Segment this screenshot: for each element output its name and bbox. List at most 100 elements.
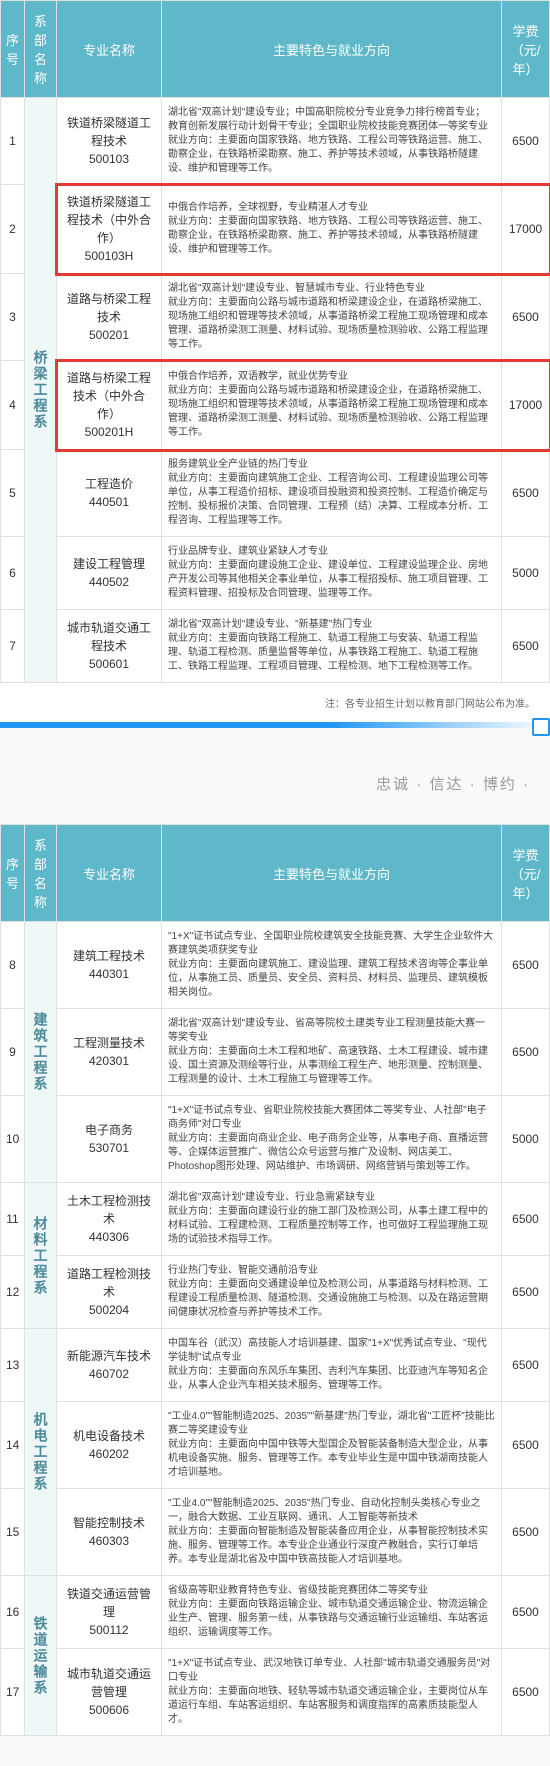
cell-major: 工程测量技术420301 <box>57 1009 162 1096</box>
table-row: 14 机电设备技术460202"工业4.0""智能制造2025、2035""新基建… <box>1 1402 550 1489</box>
table-row: 17 城市轨道交通运营管理500606"1+X"证书试点专业、武汉地铁订单专业、人… <box>1 1649 550 1736</box>
header-desc: 主要特色与就业方向 <box>162 1 502 98</box>
table-row: 4 道路与桥梁工程技术（中外合作）500201H中俄合作培养，双语教学，就业优势专… <box>1 361 550 450</box>
cell-idx: 2 <box>1 185 25 274</box>
cell-desc: 中俄合作培养，双语教学，就业优势专业就业方向：主要面向公路与城市道路和桥梁建设企… <box>162 361 502 450</box>
cell-fee: 6500 <box>502 274 550 361</box>
cell-idx: 14 <box>1 1402 25 1489</box>
cell-fee: 6500 <box>502 98 550 185</box>
cell-dept: 机电工程系 <box>25 1329 57 1576</box>
cell-major: 铁道交通运营管理500112 <box>57 1576 162 1649</box>
cell-major: 道路工程检测技术500204 <box>57 1256 162 1329</box>
header-major: 专业名称 <box>57 825 162 922</box>
table-row: 16铁道运输系铁道交通运营管理500112省级高等职业教育特色专业、省级技能竞赛… <box>1 1576 550 1649</box>
table-row: 8建筑工程系建筑工程技术440301"1+X"证书试点专业、全国职业院校建筑安全… <box>1 922 550 1009</box>
cell-dept: 桥梁工程系 <box>25 98 57 683</box>
cell-dept: 建筑工程系 <box>25 922 57 1183</box>
cell-major: 道路与桥梁工程技术500201 <box>57 274 162 361</box>
cell-desc: 湖北省"双高计划"建设专业、省高等院校土建类专业工程测量技能大赛一等奖专业就业方… <box>162 1009 502 1096</box>
cell-fee: 17000 <box>502 361 550 450</box>
cell-fee: 6500 <box>502 1489 550 1576</box>
cell-fee: 6500 <box>502 1576 550 1649</box>
cell-desc: 湖北省"双高计划"建设专业、智慧城市专业、行业特色专业就业方向：主要面向公路与城… <box>162 274 502 361</box>
cell-fee: 5000 <box>502 537 550 610</box>
cell-fee: 5000 <box>502 1096 550 1183</box>
table-row: 2 铁道桥梁隧道工程技术（中外合作）500103H中俄合作培养，全球视野，专业精湛… <box>1 185 550 274</box>
table-row: 1桥梁工程系铁道桥梁隧道工程技术500103湖北省"双高计划"建设专业；中国高职… <box>1 98 550 185</box>
header-desc: 主要特色与就业方向 <box>162 825 502 922</box>
header-fee: 学费（元/年） <box>502 1 550 98</box>
cell-major: 土木工程检测技术440306 <box>57 1183 162 1256</box>
cell-desc: 中国车谷（武汉）高技能人才培训基建、国家"1+X"优秀试点专业、"现代学徒制"试… <box>162 1329 502 1402</box>
cell-fee: 6500 <box>502 922 550 1009</box>
cell-major: 新能源汽车技术460702 <box>57 1329 162 1402</box>
cell-major: 铁道桥梁隧道工程技术500103 <box>57 98 162 185</box>
cell-fee: 6500 <box>502 1329 550 1402</box>
majors-table-1-wrap: 序号 系部名称 专业名称 主要特色与就业方向 学费（元/年） 1桥梁工程系铁道桥… <box>0 0 550 683</box>
divider-bar <box>0 722 550 728</box>
cell-major: 城市轨道交通运营管理500606 <box>57 1649 162 1736</box>
cell-idx: 6 <box>1 537 25 610</box>
cell-idx: 13 <box>1 1329 25 1402</box>
cell-major: 机电设备技术460202 <box>57 1402 162 1489</box>
cell-major: 智能控制技术460303 <box>57 1489 162 1576</box>
header-major: 专业名称 <box>57 1 162 98</box>
cell-desc: "工业4.0""智能制造2025、2035"热门专业、自动化控制头类核心专业之一… <box>162 1489 502 1576</box>
table-row: 11材料工程系土木工程检测技术440306湖北省"双高计划"建设专业、行业急需紧… <box>1 1183 550 1256</box>
table-row: 6建设工程管理440502行业品牌专业、建筑业紧缺人才专业就业方向：主要面向建设… <box>1 537 550 610</box>
cell-idx: 8 <box>1 922 25 1009</box>
table-row: 3 道路与桥梁工程技术500201湖北省"双高计划"建设专业、智慧城市专业、行业特… <box>1 274 550 361</box>
cell-fee: 6500 <box>502 1256 550 1329</box>
cell-idx: 11 <box>1 1183 25 1256</box>
cell-major: 电子商务530701 <box>57 1096 162 1183</box>
cell-fee: 6500 <box>502 450 550 537</box>
cell-idx: 12 <box>1 1256 25 1329</box>
cell-dept: 铁道运输系 <box>25 1576 57 1736</box>
cell-desc: 行业热门专业、智能交通前沿专业就业方向：主要面向交通建设单位及检测公司，从事道路… <box>162 1256 502 1329</box>
cell-fee: 6500 <box>502 610 550 683</box>
cell-major: 建筑工程技术440301 <box>57 922 162 1009</box>
header-idx: 序号 <box>1 825 25 922</box>
cell-desc: 湖北省"双高计划"建设专业、"新基建"热门专业就业方向：主要面向铁路工程施工、轨… <box>162 610 502 683</box>
header-dept: 系部名称 <box>25 825 57 922</box>
cell-idx: 16 <box>1 1576 25 1649</box>
cell-desc: "1+X"证书试点专业、省职业院校技能大赛团体二等奖专业、人社部"电子商务师"对… <box>162 1096 502 1183</box>
cell-desc: 行业品牌专业、建筑业紧缺人才专业就业方向：主要面向建设施工企业、建设单位、工程建… <box>162 537 502 610</box>
cell-fee: 6500 <box>502 1402 550 1489</box>
cell-desc: 省级高等职业教育特色专业、省级技能竞赛团体二等奖专业就业方向：主要面向铁路运输企… <box>162 1576 502 1649</box>
cell-major: 铁道桥梁隧道工程技术（中外合作）500103H <box>57 185 162 274</box>
cell-desc: 中俄合作培养，全球视野，专业精湛人才专业就业方向：主要面向国家铁路、地方铁路、工… <box>162 185 502 274</box>
header-idx: 序号 <box>1 1 25 98</box>
cell-major: 道路与桥梁工程技术（中外合作）500201H <box>57 361 162 450</box>
cell-desc: 湖北省"双高计划"建设专业；中国高职院校分专业竞争力排行榜首专业；教育创新发展行… <box>162 98 502 185</box>
cell-fee: 6500 <box>502 1009 550 1096</box>
table-row: 5 工程造价440501服务建筑业全产业链的热门专业就业方向：主要面向建筑施工企业… <box>1 450 550 537</box>
majors-table-2: 序号 系部名称 专业名称 主要特色与就业方向 学费（元/年） 8建筑工程系建筑工… <box>0 824 550 1736</box>
cell-idx: 10 <box>1 1096 25 1183</box>
cell-desc: "1+X"证书试点专业、全国职业院校建筑安全技能竞赛、大学生企业软件大赛建筑类项… <box>162 922 502 1009</box>
cell-desc: 服务建筑业全产业链的热门专业就业方向：主要面向建筑施工企业、工程咨询公司、工程建… <box>162 450 502 537</box>
cell-idx: 7 <box>1 610 25 683</box>
cell-fee: 6500 <box>502 1649 550 1736</box>
cell-idx: 17 <box>1 1649 25 1736</box>
cell-idx: 3 <box>1 274 25 361</box>
cell-major: 工程造价440501 <box>57 450 162 537</box>
cell-desc: "1+X"证书试点专业、武汉地铁订单专业、人社部"城市轨道交通服务员"对口专业就… <box>162 1649 502 1736</box>
table-row: 7 城市轨道交通工程技术500601湖北省"双高计划"建设专业、"新基建"热门专业… <box>1 610 550 683</box>
cell-idx: 5 <box>1 450 25 537</box>
table-row: 9 工程测量技术420301湖北省"双高计划"建设专业、省高等院校土建类专业工程测… <box>1 1009 550 1096</box>
cell-major: 城市轨道交通工程技术500601 <box>57 610 162 683</box>
header-dept: 系部名称 <box>25 1 57 98</box>
cell-idx: 1 <box>1 98 25 185</box>
cell-idx: 9 <box>1 1009 25 1096</box>
cell-fee: 17000 <box>502 185 550 274</box>
cell-desc: "工业4.0""智能制造2025、2035""新基建"热门专业，湖北省"工匠杯"… <box>162 1402 502 1489</box>
cell-idx: 15 <box>1 1489 25 1576</box>
cell-fee: 6500 <box>502 1183 550 1256</box>
table-row: 13机电工程系新能源汽车技术460702中国车谷（武汉）高技能人才培训基建、国家… <box>1 1329 550 1402</box>
cell-dept: 材料工程系 <box>25 1183 57 1329</box>
footnote: 注：各专业招生计划以教育部门网站公布为准。 <box>0 683 550 722</box>
table-row: 12 道路工程检测技术500204行业热门专业、智能交通前沿专业就业方向：主要面向… <box>1 1256 550 1329</box>
majors-table-1: 序号 系部名称 专业名称 主要特色与就业方向 学费（元/年） 1桥梁工程系铁道桥… <box>0 0 550 683</box>
cell-idx: 4 <box>1 361 25 450</box>
